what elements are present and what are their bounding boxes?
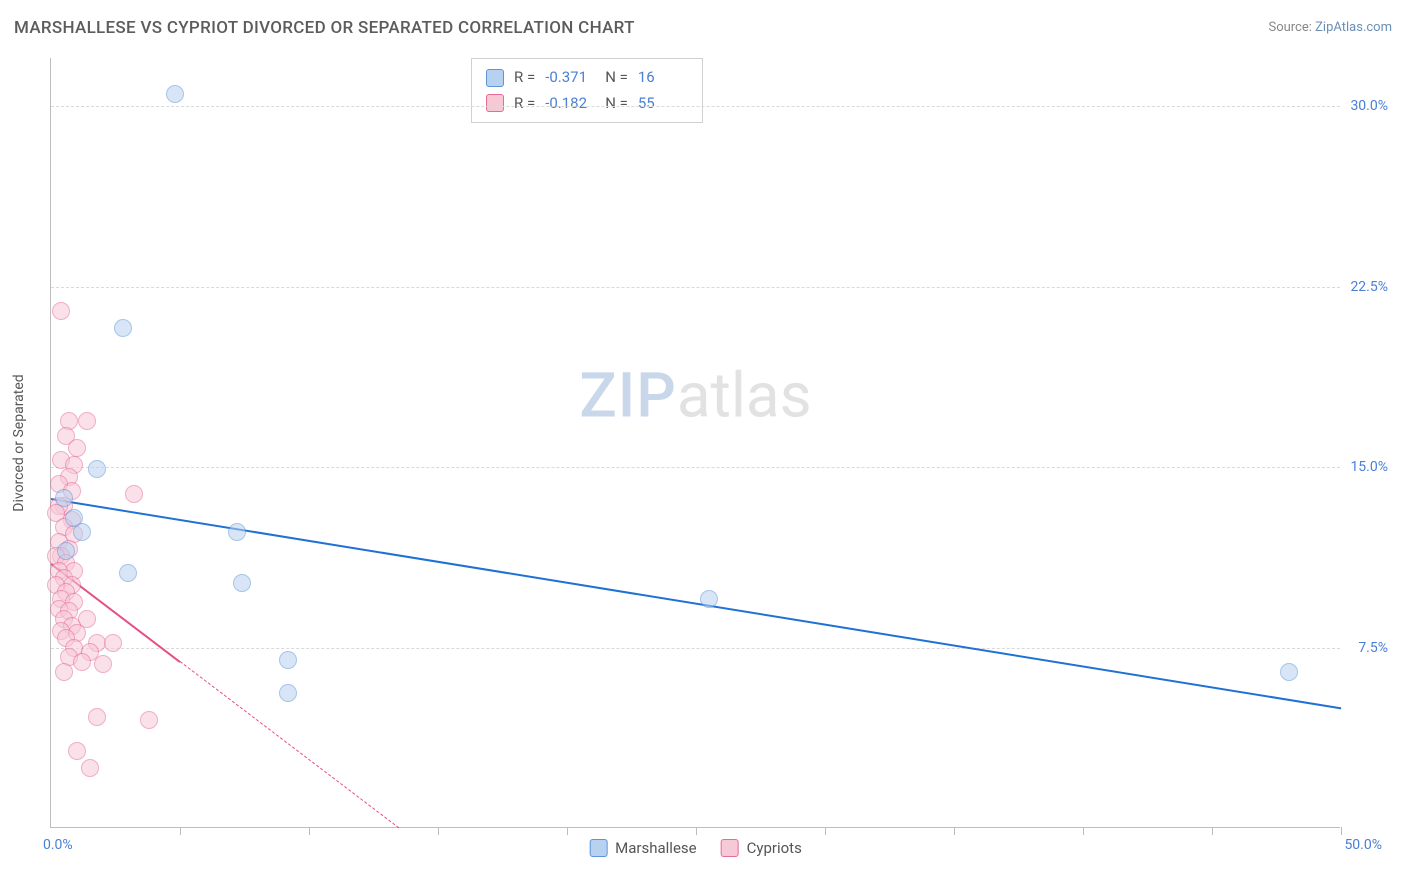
correlation-legend: R = -0.371 N = 16 R = -0.182 N = 55 [471, 58, 703, 123]
data-point-cypriots [94, 655, 112, 673]
plot-area: Divorced or Separated ZIPatlas R =-0.371… [50, 58, 1340, 828]
chart-container: Divorced or Separated ZIPatlas R =-0.371… [50, 58, 1390, 848]
legend-n-label: N = [605, 65, 628, 91]
data-point-cypriots [68, 742, 86, 760]
x-axis-tick [1341, 827, 1342, 835]
source-prefix: Source: [1268, 20, 1315, 35]
legend-swatch [589, 839, 607, 857]
legend-item: Marshallese [589, 839, 696, 857]
y-axis-title: Divorced or Separated [11, 374, 27, 511]
legend-n-value: 55 [638, 91, 688, 117]
data-point-marshallese [55, 489, 73, 507]
x-axis-tick [567, 827, 568, 835]
y-axis-tick-label: 30.0% [1350, 98, 1388, 114]
x-axis-tick [1212, 827, 1213, 835]
x-axis-tick [309, 827, 310, 835]
legend-r-value: -0.182 [545, 91, 595, 117]
data-point-marshallese [119, 564, 137, 582]
chart-title: MARSHALLESE VS CYPRIOT DIVORCED OR SEPAR… [14, 18, 635, 38]
data-point-cypriots [52, 302, 70, 320]
legend-n-value: 16 [638, 65, 688, 91]
data-point-cypriots [81, 759, 99, 777]
gridline [51, 106, 1340, 107]
watermark: ZIPatlas [579, 360, 811, 433]
data-point-marshallese [279, 684, 297, 702]
data-point-cypriots [68, 439, 86, 457]
legend-swatch [721, 839, 739, 857]
x-axis-max-label: 50.0% [1344, 837, 1382, 853]
gridline [51, 648, 1340, 649]
legend-swatch [486, 69, 504, 87]
legend-series-label: Marshallese [615, 839, 696, 857]
legend-row: R = -0.182 N = 55 [486, 91, 688, 117]
data-point-marshallese [114, 319, 132, 337]
y-axis-tick-label: 22.5% [1350, 279, 1388, 295]
x-axis-tick [696, 827, 697, 835]
legend-r-label: R = [514, 91, 535, 117]
legend-r-label: R = [514, 65, 535, 91]
x-axis-tick [180, 827, 181, 835]
data-point-marshallese [88, 460, 106, 478]
watermark-part1: ZIP [579, 360, 677, 433]
data-point-marshallese [1280, 663, 1298, 681]
data-point-marshallese [73, 523, 91, 541]
legend-n-label: N = [605, 91, 628, 117]
data-point-cypriots [73, 653, 91, 671]
legend-series-label: Cypriots [747, 839, 802, 857]
x-axis-tick [1083, 827, 1084, 835]
gridline [51, 467, 1340, 468]
source-link[interactable]: ZipAtlas.com [1315, 20, 1392, 35]
legend-row: R = -0.371 N = 16 [486, 65, 688, 91]
data-point-marshallese [233, 574, 251, 592]
x-axis-tick [438, 827, 439, 835]
series-legend: Marshallese Cypriots [589, 839, 802, 857]
data-point-marshallese [57, 542, 75, 560]
data-point-cypriots [104, 634, 122, 652]
y-axis-tick-label: 7.5% [1358, 640, 1388, 656]
data-point-marshallese [166, 85, 184, 103]
data-point-cypriots [140, 711, 158, 729]
data-point-marshallese [279, 651, 297, 669]
x-axis-tick [954, 827, 955, 835]
y-axis-tick-label: 15.0% [1350, 459, 1388, 475]
legend-item: Cypriots [721, 839, 802, 857]
x-axis-origin-label: 0.0% [43, 837, 73, 853]
gridline [51, 287, 1340, 288]
source-attribution: Source: ZipAtlas.com [1268, 20, 1392, 35]
legend-swatch [486, 94, 504, 112]
data-point-marshallese [700, 590, 718, 608]
data-point-cypriots [78, 412, 96, 430]
x-axis-tick [825, 827, 826, 835]
watermark-part2: atlas [677, 360, 812, 433]
data-point-marshallese [228, 523, 246, 541]
data-point-cypriots [55, 663, 73, 681]
data-point-cypriots [88, 708, 106, 726]
legend-r-value: -0.371 [545, 65, 595, 91]
data-point-cypriots [125, 485, 143, 503]
